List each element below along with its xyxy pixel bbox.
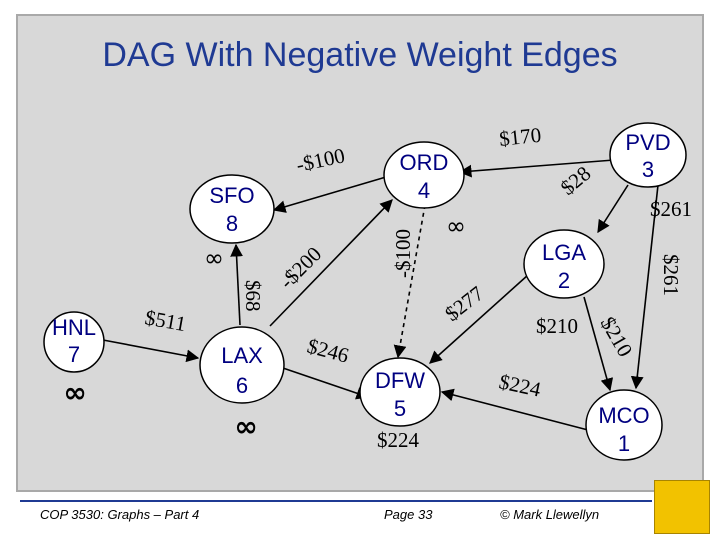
node-pvd-value: 3 (642, 157, 654, 182)
edge-pvd-ord (458, 159, 615, 178)
edge-label-hnl-lax: $511 (143, 305, 188, 336)
node-ord-name: ORD (400, 150, 449, 175)
distance-pvd: $261 (650, 197, 692, 221)
node-sfo: SFO 8 (189, 174, 275, 244)
node-dfw-name: DFW (375, 368, 425, 393)
distance-ord: ∞ (446, 212, 466, 240)
node-pvd-name: PVD (625, 130, 670, 155)
edge-lga-mco (583, 296, 614, 392)
edge-lax-sfo (230, 243, 243, 326)
node-sfo-value: 8 (226, 211, 238, 236)
edge-label-ord-sfo: -$100 (294, 143, 347, 177)
edge-label-lax-sfo: $68 (241, 280, 265, 312)
edge-lax-ord (269, 199, 393, 327)
footer-course: COP 3530: Graphs – Part 4 (40, 507, 200, 522)
edge-label-pvd-mco: $261 (659, 254, 683, 296)
distance-dfw: $224 (377, 428, 420, 452)
footer-author: © Mark Llewellyn (500, 507, 600, 522)
footer-page: Page 33 (384, 507, 433, 522)
edge-mco-dfw (440, 388, 589, 431)
node-hnl-value: 7 (68, 342, 80, 367)
node-hnl: HNL 7 (43, 311, 105, 373)
node-ord-value: 4 (418, 178, 430, 203)
node-mco: MCO 1 (585, 389, 663, 461)
edge-ord-dfw (393, 204, 426, 359)
distance-lax: ∞ (234, 410, 257, 443)
footer-rule (20, 500, 652, 502)
edge-pvd-mco (630, 184, 659, 390)
slide-title: DAG With Negative Weight Edges (102, 36, 618, 74)
node-mco-name: MCO (598, 403, 649, 428)
edge-label-pvd-ord: $170 (498, 123, 542, 151)
node-ord: ORD 4 (383, 141, 465, 209)
university-logo (654, 480, 710, 534)
edge-hnl-lax (102, 339, 200, 363)
edge-label-lax-ord: -$200 (275, 242, 327, 294)
node-mco-value: 1 (618, 431, 630, 456)
node-sfo-name: SFO (209, 183, 254, 208)
node-lax-value: 6 (236, 373, 248, 398)
edge-pvd-lga (597, 184, 629, 234)
edge-label-lax-dfw: $246 (305, 334, 352, 368)
node-lga-name: LGA (542, 240, 586, 265)
edges (102, 159, 659, 431)
distance-sfo: ∞ (204, 244, 224, 272)
node-lax: LAX 6 (199, 326, 285, 404)
edge-lax-dfw (279, 366, 370, 400)
distance-lga: $210 (536, 314, 578, 338)
edge-label-ord-dfw: -$100 (391, 229, 415, 278)
edge-label-mco-dfw: $224 (497, 369, 544, 401)
node-lga-value: 2 (558, 268, 570, 293)
edge-label-pvd-lga: $28 (556, 161, 596, 200)
node-dfw: DFW 5 (359, 357, 441, 427)
node-dfw-value: 5 (394, 396, 406, 421)
node-pvd: PVD 3 (609, 122, 687, 188)
node-lax-name: LAX (221, 343, 263, 368)
edge-ord-sfo (272, 176, 387, 213)
node-hnl-name: HNL (52, 315, 96, 340)
distance-hnl: ∞ (63, 376, 86, 409)
node-lga: LGA 2 (523, 229, 605, 299)
edge-label-lga-dfw: $277 (440, 281, 488, 326)
edge-lga-dfw (429, 274, 529, 364)
edge-label-lga-mco: $210 (596, 313, 638, 361)
